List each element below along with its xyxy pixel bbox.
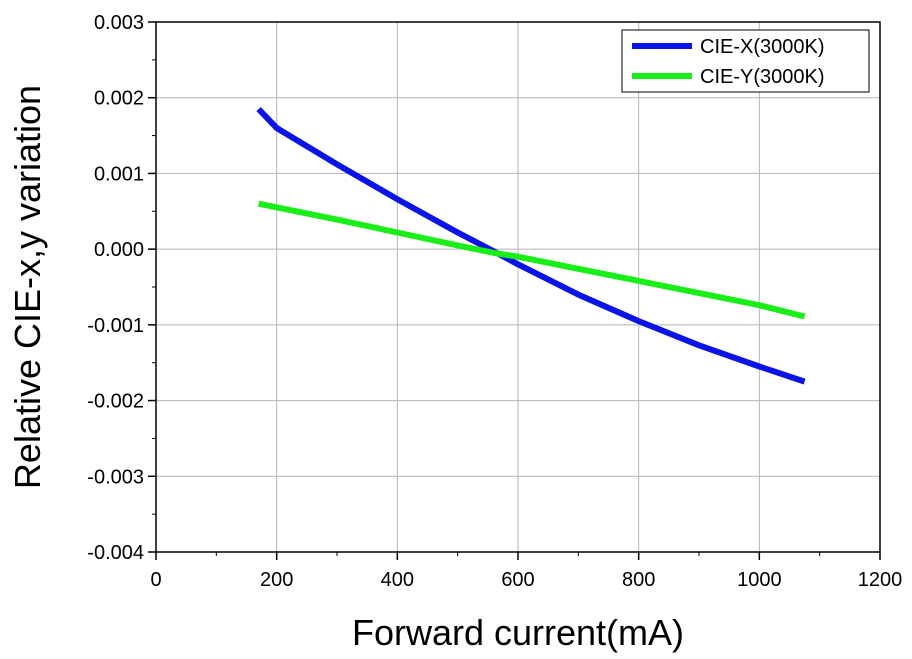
y-tick-label: 0.002 [94,88,144,110]
x-tick-label: 1200 [858,569,903,591]
legend-label-cie-y: CIE-Y(3000K) [700,66,825,88]
y-tick-label: 0.000 [94,239,144,261]
y-tick-label: 0.003 [94,12,144,34]
x-axis-title: Forward current(mA) [352,612,684,653]
y-tick-label: -0.003 [87,466,144,488]
legend: CIE-X(3000K) CIE-Y(3000K) [621,29,870,93]
grid [156,22,880,552]
x-tick-label: 400 [381,569,414,591]
legend-label-cie-x: CIE-X(3000K) [700,36,825,58]
y-axis-title: Relative CIE-x,y variation [7,85,48,489]
series-line-cie-y [258,200,806,320]
y-tick-label: -0.002 [87,391,144,413]
legend-box [621,29,870,93]
x-tick-label: 200 [260,569,293,591]
x-tick-label: 0 [150,569,161,591]
series-line-cie-x [256,107,806,385]
x-tick-label: 1000 [737,569,782,591]
y-tick-label: -0.004 [87,542,144,564]
axis-ticks: 0 200 400 600 800 1000 1200 0.003 0.002 0.001 0.00… [87,12,902,591]
x-tick-label: 800 [622,569,655,591]
y-tick-label: 0.001 [94,163,144,185]
series-lines [256,107,806,385]
y-tick-label: -0.001 [87,315,144,337]
x-tick-label: 600 [501,569,534,591]
